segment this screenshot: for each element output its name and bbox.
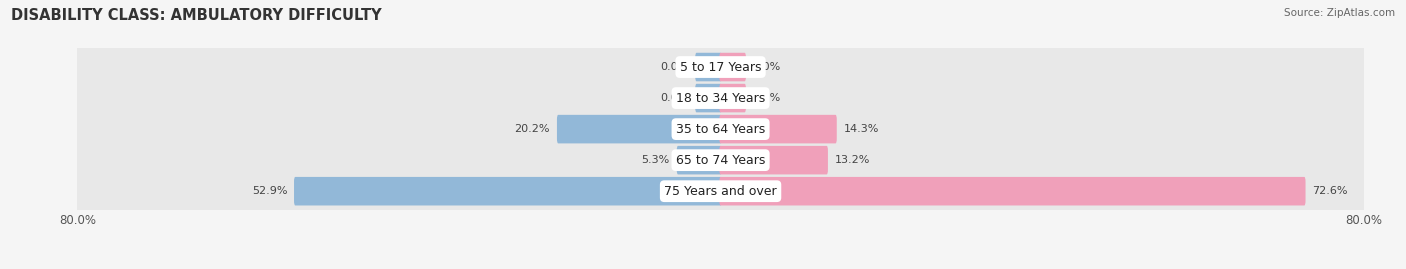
Text: DISABILITY CLASS: AMBULATORY DIFFICULTY: DISABILITY CLASS: AMBULATORY DIFFICULTY	[11, 8, 382, 23]
Text: 35 to 64 Years: 35 to 64 Years	[676, 123, 765, 136]
Text: 0.0%: 0.0%	[661, 62, 689, 72]
FancyBboxPatch shape	[67, 135, 1374, 185]
FancyBboxPatch shape	[720, 53, 747, 81]
Legend: Male, Female: Male, Female	[655, 266, 786, 269]
FancyBboxPatch shape	[695, 84, 721, 112]
FancyBboxPatch shape	[557, 115, 721, 143]
FancyBboxPatch shape	[695, 53, 721, 81]
FancyBboxPatch shape	[67, 42, 1374, 92]
Text: 75 Years and over: 75 Years and over	[664, 185, 778, 198]
Text: 72.6%: 72.6%	[1312, 186, 1348, 196]
FancyBboxPatch shape	[720, 146, 828, 174]
FancyBboxPatch shape	[720, 115, 837, 143]
FancyBboxPatch shape	[720, 84, 747, 112]
FancyBboxPatch shape	[294, 177, 721, 206]
Text: 0.0%: 0.0%	[752, 93, 780, 103]
Text: 65 to 74 Years: 65 to 74 Years	[676, 154, 765, 167]
Text: 14.3%: 14.3%	[844, 124, 879, 134]
FancyBboxPatch shape	[676, 146, 721, 174]
Text: 52.9%: 52.9%	[252, 186, 287, 196]
Text: 5 to 17 Years: 5 to 17 Years	[681, 61, 761, 73]
Text: 20.2%: 20.2%	[515, 124, 550, 134]
Text: 18 to 34 Years: 18 to 34 Years	[676, 91, 765, 105]
FancyBboxPatch shape	[67, 73, 1374, 123]
FancyBboxPatch shape	[67, 104, 1374, 154]
FancyBboxPatch shape	[720, 177, 1306, 206]
Text: Source: ZipAtlas.com: Source: ZipAtlas.com	[1284, 8, 1395, 18]
FancyBboxPatch shape	[67, 166, 1374, 216]
Text: 0.0%: 0.0%	[752, 62, 780, 72]
Text: 0.0%: 0.0%	[661, 93, 689, 103]
Text: 5.3%: 5.3%	[641, 155, 669, 165]
Text: 13.2%: 13.2%	[835, 155, 870, 165]
